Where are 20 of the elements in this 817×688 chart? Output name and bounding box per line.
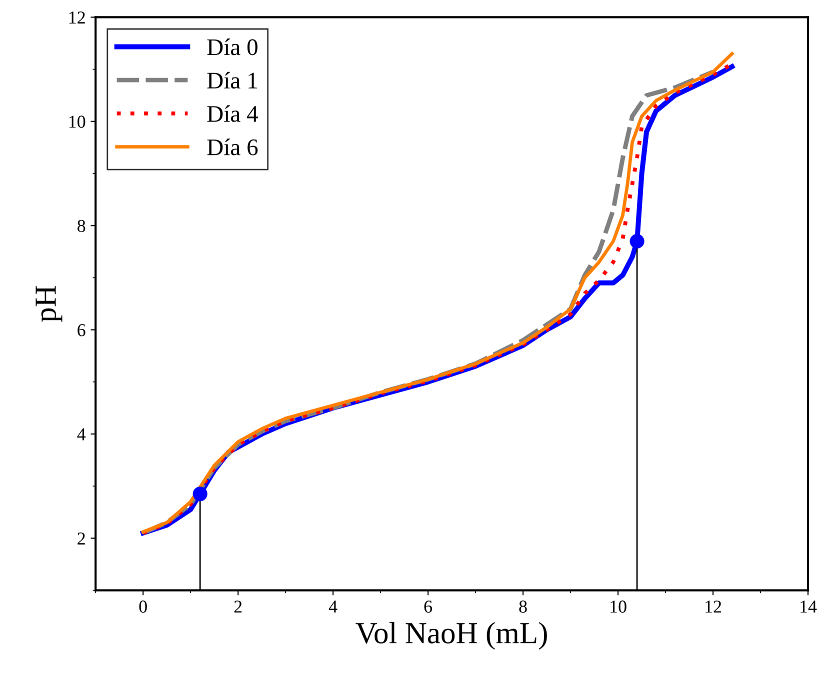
y-tick-label: 10 xyxy=(69,116,86,128)
x-tick-label: 6 xyxy=(424,600,432,613)
legend-label: Día 1 xyxy=(207,72,257,89)
y-tick-label: 4 xyxy=(77,428,86,440)
y-tick-label: 8 xyxy=(78,220,86,232)
x-tick-label: 12 xyxy=(706,600,722,613)
x-tick-label: 8 xyxy=(519,600,527,613)
x-tick-label: 10 xyxy=(610,600,626,613)
x-tick-label: 4 xyxy=(328,600,338,613)
x-axis-title: Vol NaoH (mL) xyxy=(356,622,547,650)
y-tick-label: 12 xyxy=(69,12,85,24)
x-tick-label: 14 xyxy=(800,600,817,613)
y-tick-label: 6 xyxy=(78,324,86,336)
legend-label: Día 6 xyxy=(207,138,258,156)
legend-label: Día 0 xyxy=(207,38,258,56)
y-tick-label: 2 xyxy=(78,532,85,544)
y-axis-title: pH xyxy=(36,286,62,322)
legend-label: Día 4 xyxy=(207,105,258,122)
x-tick-label: 2 xyxy=(234,600,242,613)
x-tick-label: 0 xyxy=(139,600,147,613)
